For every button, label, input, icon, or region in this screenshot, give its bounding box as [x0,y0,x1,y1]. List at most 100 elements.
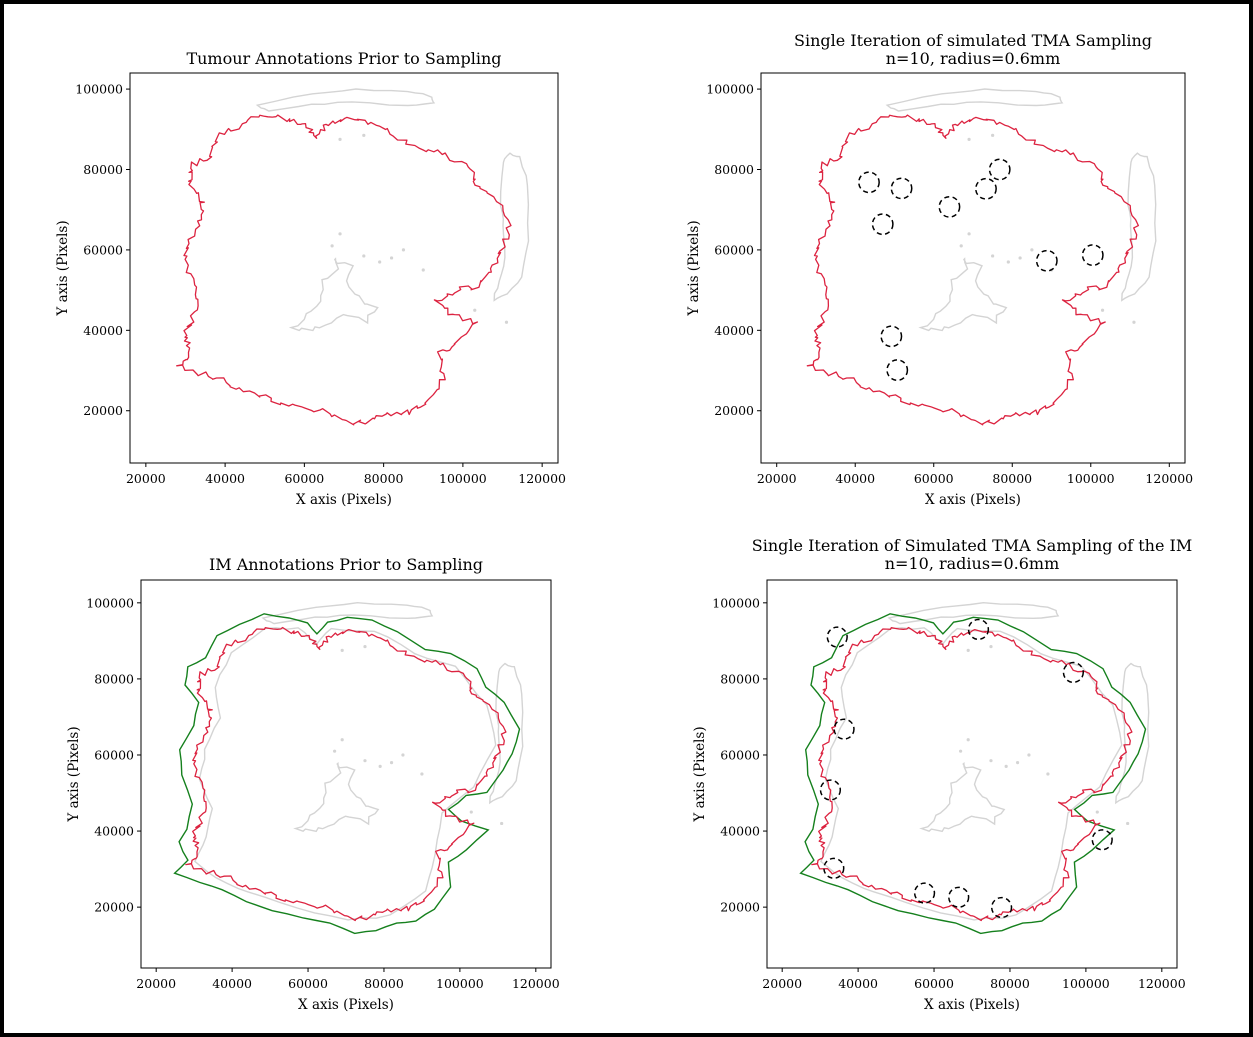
tissue-fragment [469,810,473,814]
tissue-fragment [1015,760,1020,765]
x-tick-label: 40000 [835,471,875,486]
im-outer-boundary [173,613,521,935]
tissue-fragment [991,254,995,258]
tissue-fragment [420,772,424,776]
y-axis-label: Y axis (Pixels) [66,726,82,822]
x-tick-label: 80000 [364,976,404,991]
y-tick-label: 80000 [94,671,134,686]
sample-core [1091,829,1113,851]
tissue-fragment [401,248,406,252]
x-tick-label: 40000 [205,471,245,486]
tissue-fragment [1132,320,1136,324]
tissue-outline-right [493,152,530,302]
x-tick-label: 60000 [288,976,328,991]
x-tick-label: 100000 [1067,471,1115,486]
y-axis-label: Y axis (Pixels) [692,726,708,822]
x-tick-label: 40000 [212,976,252,991]
sample-core [990,896,1013,919]
y-tick-label: 20000 [94,900,134,915]
axes-frame [766,579,1178,969]
sample-core [1062,661,1085,684]
x-tick-label: 120000 [1145,471,1193,486]
tissue-fragment [330,244,334,248]
tissue-fragment [1006,260,1010,264]
sample-core [826,626,848,648]
x-tick-label: 60000 [914,976,954,991]
tissue-fragment [989,759,993,763]
plot-area [806,88,1157,426]
tissue-outline-right [489,662,524,805]
x-tick-label: 20000 [762,976,802,991]
plot-area [176,88,530,426]
x-tick-label: 80000 [364,471,404,486]
tumour-boundary [185,626,507,922]
tissue-fragment [1046,772,1050,776]
sample-core [948,886,970,908]
tissue-fragment [1126,821,1130,826]
tissue-outline-top [885,88,1064,112]
sample-core [938,195,961,218]
tissue-fragment [333,749,337,753]
axes-frame [140,579,552,969]
sample-core [886,359,909,382]
y-axis-label: Y axis (Pixels) [686,220,702,316]
panel-2: 20000 40000 60000 80000 100000 120000 20000 400… [686,31,1193,508]
chart-title: Tumour Annotations Prior to Sampling [186,49,501,68]
y-tick-label: 40000 [714,323,754,338]
x-tick-label: 100000 [1062,976,1110,991]
y-tick-label: 40000 [720,824,760,839]
sample-core [890,177,913,200]
y-tick-label: 80000 [720,671,760,686]
tissue-fragment [362,133,366,137]
y-tick-label: 100000 [75,82,123,97]
sample-core [1081,244,1104,267]
y-tick-label: 60000 [94,747,134,762]
y-tick-label: 100000 [712,595,760,610]
panel-1: 20000 40000 60000 80000 100000 120000 20000 400… [55,49,566,508]
sample-core [858,171,880,194]
tissue-fragment [389,760,394,765]
tumour-boundary [176,114,512,426]
y-tick-label: 40000 [83,323,123,338]
tissue-fragment [363,759,367,763]
panel-4: 20000 40000 60000 80000 100000 120000 20000 400… [692,536,1192,1013]
tumour-boundary [806,114,1140,426]
tissue-outline-inner [919,761,1006,833]
chart-title: Single Iteration of Simulated TMA Sampli… [752,536,1192,555]
x-axis-label: X axis (Pixels) [924,997,1020,1013]
sample-core [988,158,1011,181]
y-tick-label: 20000 [720,900,760,915]
tissue-fragment [1004,764,1008,768]
plot-area [799,601,1150,935]
tissue-outline-inner [288,257,379,332]
tissue-fragment [1027,753,1031,757]
x-tick-label: 60000 [914,471,954,486]
plot-area [173,601,524,935]
tissue-fragment [1095,810,1099,814]
sample-core [967,618,990,641]
chart-subtitle: n=10, radius=0.6mm [885,554,1060,573]
y-tick-label: 100000 [706,82,754,97]
tissue-outline-top [255,88,436,112]
tissue-fragment [421,268,425,272]
sample-core [975,177,997,200]
axes-frame [129,72,559,464]
x-axis-label: X axis (Pixels) [296,492,392,508]
tissue-fragment [967,232,971,236]
tissue-fragment [363,644,367,649]
tissue-fragment [378,260,382,264]
sample-core [913,882,936,904]
tissue-fragment [338,137,342,141]
axes-frame [760,72,1186,464]
x-tick-label: 80000 [992,471,1032,486]
tissue-fragment [991,133,995,137]
tissue-fragment [500,821,504,826]
y-tick-label: 60000 [720,747,760,762]
sample-core [871,213,894,236]
sample-core [833,718,855,740]
panel-3: 20000 40000 60000 80000 100000 120000 20000 400… [66,555,560,1013]
x-tick-label: 120000 [512,976,560,991]
tissue-fragment [1100,308,1105,312]
